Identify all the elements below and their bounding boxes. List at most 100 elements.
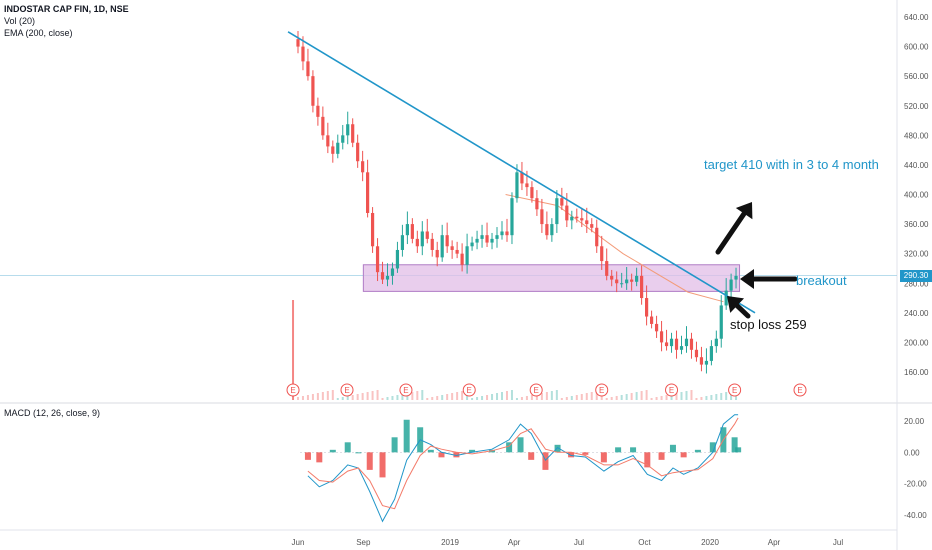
candle-body [729,279,733,291]
macd-line [307,414,739,523]
ema-label: EMA (200, close) [4,28,73,38]
earnings-marker-icon [286,383,300,397]
time-tick-label: Jun [292,538,305,547]
volume-bar [540,393,543,400]
volume-bar [456,392,459,400]
candle-body [664,342,669,347]
volume-bar [580,394,583,400]
macd-histogram-bar [391,437,398,453]
arrow-head [727,296,745,313]
volume-bar [655,397,658,400]
candle-body [645,298,649,317]
candle-body [445,235,449,247]
volume-bar [356,394,359,400]
volume-bar [545,392,548,400]
candle-body [440,235,444,258]
volume-bar [510,390,513,400]
candle-body [649,316,654,324]
candle-body [306,61,310,77]
macd-tick-label: -40.00 [904,511,927,520]
earnings-marker-label: E [534,386,539,395]
volume-bar [491,394,494,400]
volume-bar [381,398,384,400]
candle-body [640,275,644,299]
volume-bar [316,393,319,400]
candle-body [689,338,694,350]
ema-200-line [505,194,724,303]
volume-bar [590,392,593,400]
candle-body [361,161,365,173]
macd-histogram-bar [630,447,637,453]
volume-bar [520,397,523,400]
macd-tick-label: 20.00 [904,417,925,426]
candle-body [719,305,723,339]
volume-bar [700,397,703,400]
candle-body [550,224,554,236]
candle-body [465,246,469,265]
macd-histogram-bar [528,452,535,460]
candle-body [545,224,549,236]
volume-bar [640,391,643,400]
candle-body [709,346,714,361]
volume-bar [715,394,718,400]
candle-body [505,231,509,236]
candle-body [435,249,439,258]
candle-body [366,172,370,213]
candle-body [625,279,629,284]
time-tick-label: Sep [356,538,371,547]
price-tick-label: 200.00 [904,338,929,347]
candle-body [470,242,474,247]
volume-bar [366,392,369,400]
volume-bar [595,391,598,400]
time-tick-label: Apr [768,538,781,547]
time-tick-label: 2019 [441,538,459,547]
volume-bar [680,392,683,400]
macd-histogram-bar [658,452,665,460]
macd-histogram-bar [582,452,589,455]
volume-bar [426,398,429,400]
macd-histogram-bar [615,447,622,453]
candle-body [530,187,534,199]
macd-histogram-bar [438,452,445,458]
earnings-marker-icon [793,383,807,397]
volume-bar [371,391,374,400]
candle-body [375,246,380,273]
macd-histogram-bar [680,452,687,458]
volume-bar [416,391,419,400]
volume-bar [560,398,563,400]
volume-bar [605,398,608,400]
volume-bar [635,392,638,400]
volume-bar [620,395,623,400]
candle-body [674,338,679,350]
arrow-head [735,202,753,220]
volume-bar [376,390,379,400]
candle-body [316,105,320,117]
macd-histogram-bar [542,452,549,470]
candle-body [684,338,689,347]
volume-bar [331,390,334,400]
volume-bar [292,300,295,400]
candle-body [635,275,639,282]
macd-histogram-bar [506,442,513,453]
candle-body [321,116,325,136]
candle-body [515,172,519,199]
macd-histogram-bar [304,452,311,460]
earnings-marker-icon [462,383,476,397]
candle-body [669,338,674,347]
earnings-marker-label: E [344,386,349,395]
volume-bar [725,392,728,400]
candle-body [346,124,350,136]
candle-body [590,224,594,228]
stop-loss-annotation: stop loss 259 [730,317,807,332]
candle-body [510,198,514,236]
price-tick-label: 560.00 [904,72,929,81]
candle-body [734,275,738,280]
volume-bar [501,392,503,400]
arrow-shaft [734,303,751,319]
candle-body [480,235,484,239]
volume-bar [306,395,309,400]
volume-bar [301,396,304,400]
candle-body [595,227,599,247]
target-arrow-icon [715,202,753,255]
